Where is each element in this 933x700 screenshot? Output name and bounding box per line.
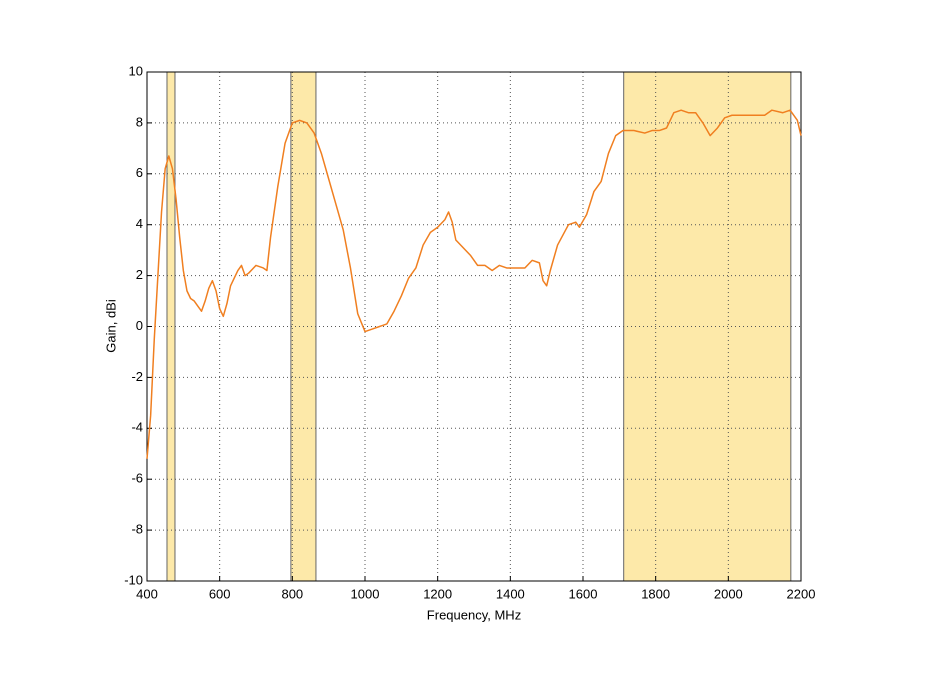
x-tick-label: 800 — [281, 586, 303, 601]
band — [166, 71, 176, 582]
y-tick-label: 4 — [136, 216, 143, 231]
y-tick-label: 0 — [136, 318, 143, 333]
series-line — [146, 109, 802, 459]
x-tick-label: 1400 — [496, 586, 525, 601]
x-tick-label: 2200 — [787, 586, 816, 601]
y-tick-label: -10 — [124, 572, 143, 587]
y-tick-label: 10 — [129, 63, 143, 78]
x-tick-label: 1000 — [351, 586, 380, 601]
y-tick-label: 8 — [136, 114, 143, 129]
y-tick-label: -8 — [131, 522, 143, 537]
x-tick-label: 1800 — [641, 586, 670, 601]
y-axis-label: Gain, dBi — [103, 299, 118, 353]
x-axis-label: Frequency, MHz — [427, 607, 521, 622]
x-tick-label: 400 — [136, 586, 158, 601]
x-tick-label: 1200 — [423, 586, 452, 601]
plot-frame — [146, 71, 802, 582]
y-tick-label: 2 — [136, 267, 143, 282]
y-tick-label: -2 — [131, 369, 143, 384]
x-tick-label: 2000 — [714, 586, 743, 601]
y-tick-label: 6 — [136, 165, 143, 180]
x-tick-label: 600 — [209, 586, 231, 601]
y-tick-label: -6 — [131, 471, 143, 486]
x-tick-label: 1600 — [569, 586, 598, 601]
y-tick-label: -4 — [131, 420, 143, 435]
